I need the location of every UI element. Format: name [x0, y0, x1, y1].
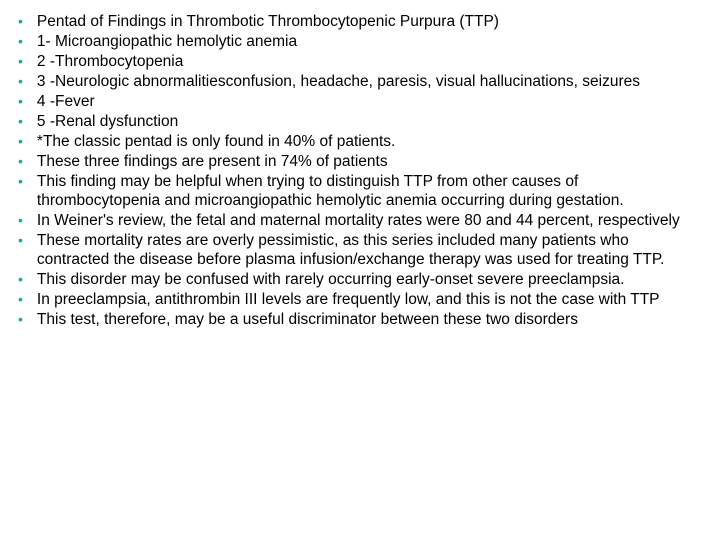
list-item-text: 2 -Thrombocytopenia — [37, 52, 700, 71]
list-item-text: This disorder may be confused with rarel… — [37, 270, 700, 289]
list-item-text: These mortality rates are overly pessimi… — [37, 231, 700, 269]
list-item-text: In preeclampsia, antithrombin III levels… — [37, 290, 700, 309]
bullet-icon: • — [18, 270, 23, 289]
list-item-text: These three findings are present in 74% … — [37, 152, 700, 171]
list-item: • These mortality rates are overly pessi… — [18, 231, 700, 269]
bullet-icon: • — [18, 132, 23, 151]
bullet-icon: • — [18, 72, 23, 91]
bullet-icon: • — [18, 112, 23, 131]
list-item: • In preeclampsia, antithrombin III leve… — [18, 290, 700, 309]
list-item: • In Weiner's review, the fetal and mate… — [18, 211, 700, 230]
list-item: • 2 -Thrombocytopenia — [18, 52, 700, 71]
list-item-text: 5 -Renal dysfunction — [37, 112, 700, 131]
bullet-icon: • — [18, 152, 23, 171]
list-item: • This test, therefore, may be a useful … — [18, 310, 700, 329]
list-item-text: 1- Microangiopathic hemolytic anemia — [37, 32, 700, 51]
bullet-icon: • — [18, 172, 23, 191]
list-item: • 5 -Renal dysfunction — [18, 112, 700, 131]
bullet-icon: • — [18, 231, 23, 250]
bullet-icon: • — [18, 92, 23, 111]
bullet-icon: • — [18, 32, 23, 51]
list-item: • 1- Microangiopathic hemolytic anemia — [18, 32, 700, 51]
list-item: • *The classic pentad is only found in 4… — [18, 132, 700, 151]
list-item: • This disorder may be confused with rar… — [18, 270, 700, 289]
list-item-text: 4 -Fever — [37, 92, 700, 111]
list-item-text: 3 -Neurologic abnormalitiesconfusion, he… — [37, 72, 700, 91]
list-item: • This finding may be helpful when tryin… — [18, 172, 700, 210]
list-item: • These three findings are present in 74… — [18, 152, 700, 171]
bullet-list: • Pentad of Findings in Thrombotic Throm… — [18, 12, 700, 329]
bullet-icon: • — [18, 211, 23, 230]
list-item: • Pentad of Findings in Thrombotic Throm… — [18, 12, 700, 31]
list-item: • 4 -Fever — [18, 92, 700, 111]
list-item-text: *The classic pentad is only found in 40%… — [37, 132, 700, 151]
list-item-text: This test, therefore, may be a useful di… — [37, 310, 700, 329]
list-item: • 3 -Neurologic abnormalitiesconfusion, … — [18, 72, 700, 91]
list-item-text: Pentad of Findings in Thrombotic Thrombo… — [37, 12, 700, 31]
bullet-icon: • — [18, 52, 23, 71]
bullet-icon: • — [18, 290, 23, 309]
bullet-icon: • — [18, 310, 23, 329]
list-item-text: In Weiner's review, the fetal and matern… — [37, 211, 700, 230]
bullet-icon: • — [18, 12, 23, 31]
list-item-text: This finding may be helpful when trying … — [37, 172, 700, 210]
